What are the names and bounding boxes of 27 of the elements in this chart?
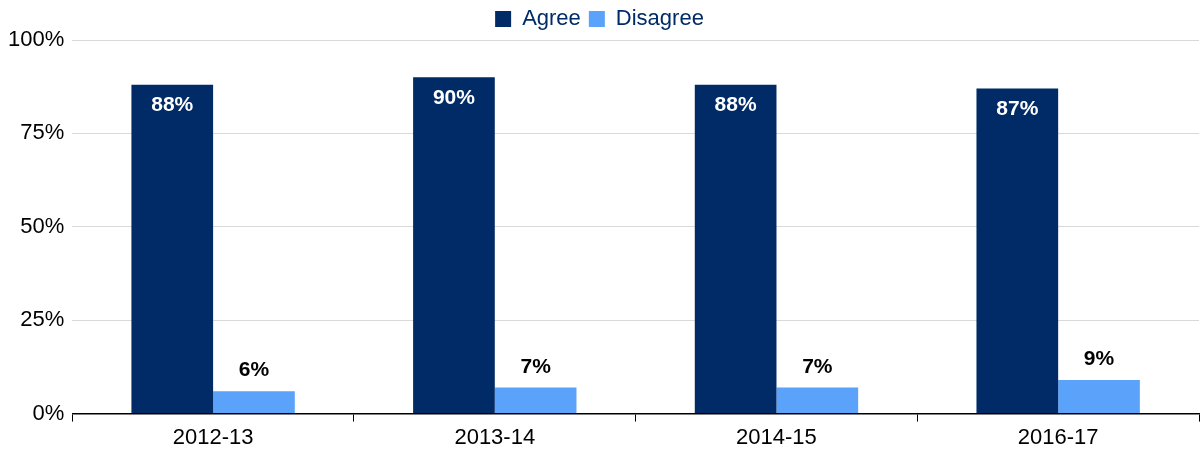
bar: [131, 84, 214, 414]
data-label: 6%: [238, 357, 270, 381]
data-label: 7%: [802, 353, 833, 377]
legend-label: Agree: [522, 5, 581, 31]
x-tick-label: 2013-14: [454, 423, 536, 449]
y-tick-label: 25%: [20, 306, 65, 332]
x-tick-label: 2014-15: [736, 423, 817, 449]
bar: [213, 391, 295, 414]
bar: [494, 387, 577, 414]
y-tick-label: 50%: [20, 212, 65, 238]
legend-label: Disagree: [615, 5, 704, 31]
y-tick-label: 100%: [7, 26, 65, 52]
data-label: 7%: [520, 353, 552, 377]
x-tick-label: 2012-13: [172, 423, 254, 449]
x-tick-label: 2016-17: [1017, 423, 1099, 449]
data-label: 88%: [714, 92, 757, 116]
data-label: 90%: [432, 84, 476, 108]
bar: [694, 84, 777, 414]
y-tick-label: 0%: [32, 399, 65, 425]
bar: [1058, 379, 1140, 414]
data-label: 88%: [151, 92, 194, 116]
bar: [776, 387, 859, 414]
bar: [413, 77, 495, 414]
data-label: 9%: [1083, 346, 1115, 370]
bar: [976, 88, 1059, 414]
y-tick-label: 75%: [20, 119, 65, 145]
data-label: 87%: [996, 95, 1039, 119]
